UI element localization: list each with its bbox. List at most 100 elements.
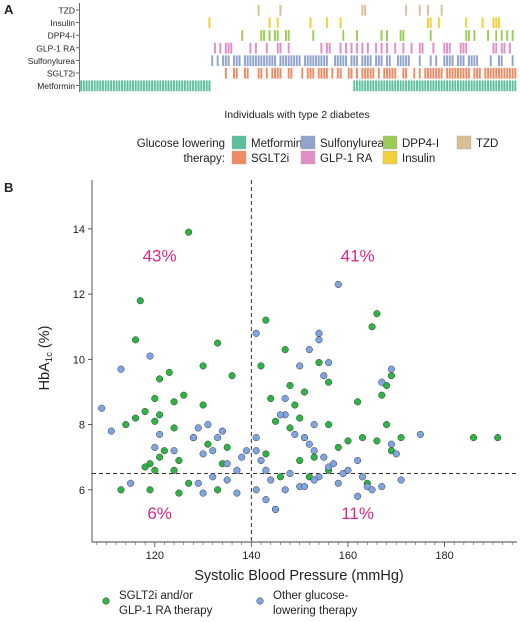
tile-sulfonylurea bbox=[355, 55, 359, 67]
tile-sglt2i bbox=[372, 67, 375, 79]
tile-metformin bbox=[514, 80, 517, 92]
y-tick-label: 10 bbox=[73, 354, 85, 366]
tile-sglt2i bbox=[511, 67, 514, 79]
panel-b-letter: B bbox=[4, 180, 13, 195]
tile-sglt2i bbox=[454, 67, 457, 79]
point-sglt2i-glp1 bbox=[397, 434, 405, 442]
tile-sulfonylurea bbox=[232, 55, 236, 67]
tile-glp-1-ra bbox=[254, 42, 258, 54]
tile-metformin bbox=[358, 80, 361, 92]
point-sglt2i-glp1 bbox=[185, 228, 193, 236]
panel-a-tiles bbox=[79, 4, 517, 92]
tile-metformin bbox=[148, 80, 151, 92]
tile-sulfonylurea bbox=[306, 55, 309, 67]
row-label-0: TZD bbox=[58, 6, 75, 16]
tile-sulfonylurea bbox=[339, 55, 342, 67]
point-sglt2i-glp1 bbox=[267, 394, 275, 403]
tile-sglt2i bbox=[495, 67, 498, 79]
tile-sglt2i bbox=[503, 67, 506, 79]
tile-metformin bbox=[372, 80, 375, 92]
tile-dpp4-i bbox=[467, 29, 471, 42]
tile-glp-1-ra bbox=[328, 42, 331, 54]
tile-glp-1-ra bbox=[385, 42, 389, 54]
point-other-therapy bbox=[397, 476, 405, 484]
panel-a-row-labels: TZD Insulin DPP4-I GLP-1 RA Sulfonylurea SGLT… bbox=[28, 3, 80, 93]
tile-sulfonylurea bbox=[243, 55, 247, 67]
tile-sglt2i bbox=[361, 67, 364, 79]
tile-sulfonylurea bbox=[238, 55, 241, 67]
tile-tzd bbox=[257, 4, 260, 16]
point-other-therapy bbox=[305, 440, 313, 448]
tile-sulfonylurea bbox=[312, 55, 315, 67]
tile-metformin bbox=[161, 80, 165, 92]
tile-insulin bbox=[339, 17, 342, 29]
tile-glp-1-ra bbox=[492, 42, 495, 54]
tile-sulfonylurea bbox=[284, 55, 288, 67]
legend-a-swatch-tzd bbox=[456, 135, 472, 150]
tile-metformin bbox=[96, 80, 99, 92]
tile-metformin bbox=[145, 80, 148, 92]
tile-tzd bbox=[279, 4, 282, 16]
tile-glp-1-ra bbox=[361, 42, 364, 54]
tile-glp-1-ra bbox=[503, 42, 506, 54]
tile-sglt2i bbox=[437, 67, 441, 79]
point-sglt2i-glp1 bbox=[151, 466, 159, 474]
tile-metformin bbox=[454, 80, 457, 92]
point-sglt2i-glp1 bbox=[122, 421, 130, 429]
legend-a-title-2: therapy: bbox=[183, 153, 225, 165]
tile-sulfonylurea bbox=[279, 55, 282, 67]
tile-glp-1-ra bbox=[279, 42, 282, 54]
tile-sglt2i bbox=[426, 67, 430, 79]
tile-sulfonylurea bbox=[434, 55, 438, 67]
tile-dpp4-i bbox=[500, 29, 503, 42]
quadrant-label-3: 11% bbox=[341, 504, 374, 523]
point-sglt2i-glp1 bbox=[383, 421, 391, 429]
tile-metformin bbox=[170, 80, 173, 92]
point-other-therapy bbox=[194, 479, 202, 487]
point-other-therapy bbox=[387, 440, 395, 448]
tile-sulfonylurea bbox=[489, 55, 492, 67]
tile-metformin bbox=[383, 80, 386, 92]
tile-metformin bbox=[497, 80, 501, 92]
tile-insulin bbox=[492, 17, 495, 29]
tile-sglt2i bbox=[448, 67, 452, 79]
point-sglt2i-glp1 bbox=[214, 486, 222, 494]
tile-metformin bbox=[183, 80, 187, 92]
tile-insulin bbox=[429, 17, 432, 29]
tile-metformin bbox=[363, 80, 367, 92]
point-other-therapy bbox=[329, 460, 338, 468]
point-sglt2i-glp1 bbox=[300, 388, 309, 396]
tile-tzd bbox=[363, 4, 367, 16]
point-other-therapy bbox=[223, 460, 231, 468]
tile-sglt2i bbox=[478, 67, 482, 79]
point-sglt2i-glp1 bbox=[494, 434, 502, 442]
point-other-therapy bbox=[107, 427, 115, 435]
tile-sulfonylurea bbox=[265, 55, 269, 67]
x-tick-label: 160 bbox=[339, 550, 357, 562]
point-sglt2i-glp1 bbox=[146, 486, 154, 494]
point-sglt2i-glp1 bbox=[262, 316, 270, 324]
tile-sulfonylurea bbox=[451, 55, 454, 67]
tile-sglt2i bbox=[451, 67, 454, 79]
tile-sglt2i bbox=[424, 67, 427, 79]
point-other-therapy bbox=[262, 466, 270, 474]
tile-sulfonylurea bbox=[210, 55, 214, 67]
tile-sulfonylurea bbox=[448, 55, 452, 67]
tile-glp-1-ra bbox=[374, 42, 378, 54]
tile-dpp4-i bbox=[505, 29, 509, 42]
tile-dpp4-i bbox=[312, 29, 315, 42]
point-sglt2i-glp1 bbox=[262, 450, 270, 458]
tile-sulfonylurea bbox=[366, 55, 370, 67]
tile-sglt2i bbox=[459, 67, 462, 79]
tile-metformin bbox=[505, 80, 509, 92]
point-other-therapy bbox=[310, 447, 318, 455]
point-sglt2i-glp1 bbox=[175, 489, 183, 497]
tile-glp-1-ra bbox=[219, 42, 222, 54]
point-other-therapy bbox=[325, 359, 333, 367]
tile-sglt2i bbox=[290, 67, 293, 79]
tile-metformin bbox=[464, 80, 468, 92]
point-other-therapy bbox=[233, 489, 241, 497]
tile-metformin bbox=[495, 80, 498, 92]
point-sglt2i-glp1 bbox=[387, 372, 395, 380]
point-other-therapy bbox=[199, 489, 207, 497]
